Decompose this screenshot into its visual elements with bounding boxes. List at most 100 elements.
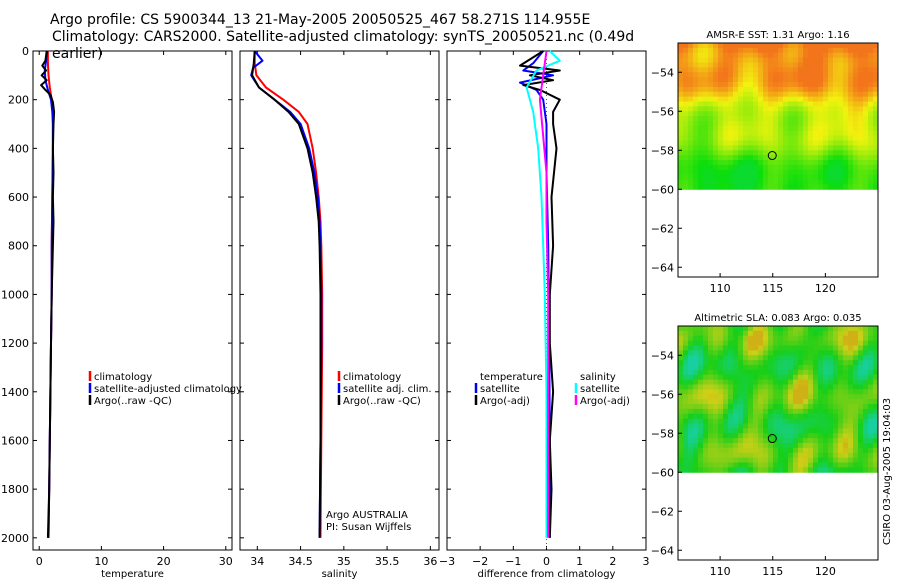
map-cell (818, 121, 824, 127)
map-cell (833, 82, 839, 88)
map-cell (723, 457, 729, 464)
map-cell (768, 452, 774, 459)
map-cell (768, 135, 774, 142)
map-cell (683, 169, 689, 176)
map-cell (683, 355, 689, 361)
map-cell (758, 413, 764, 420)
map-cell (818, 150, 824, 156)
map-cell (823, 423, 829, 429)
map-cell (688, 326, 694, 332)
title-line-2: Climatology: CARS2000. Satellite-adjuste… (52, 29, 635, 62)
map-cell (838, 462, 844, 468)
map-cell (788, 355, 794, 361)
map-cell (683, 462, 689, 468)
map-cell (818, 62, 824, 68)
map-cell (688, 350, 694, 356)
map-cell (768, 125, 774, 132)
map-cell (678, 423, 684, 429)
map-cell (748, 67, 754, 73)
map-cell (763, 150, 769, 156)
map-cell (713, 135, 719, 142)
map-cell (688, 125, 694, 132)
map-cell (743, 145, 749, 151)
map-cell (818, 433, 824, 439)
map-cell (838, 433, 844, 439)
map-cell (728, 82, 734, 88)
map-cell (873, 86, 879, 93)
map-cell (868, 428, 874, 434)
map-cell (843, 52, 849, 59)
map-cell (853, 62, 859, 68)
map-cell (843, 433, 849, 439)
map-cell (823, 384, 829, 390)
map-cell (803, 43, 809, 49)
map-cell (823, 164, 829, 171)
y-tick-label: −64 (651, 544, 674, 557)
map-cell (783, 72, 789, 78)
map-cell (768, 121, 774, 127)
map-cell (683, 140, 689, 146)
map-cell (688, 86, 694, 93)
map-cell (678, 462, 684, 468)
map-cell (858, 384, 864, 390)
map-cell (703, 47, 709, 54)
map-cell (843, 174, 849, 181)
map-cell (818, 452, 824, 459)
map-cell (828, 399, 834, 405)
map-cell (728, 91, 734, 98)
map-cell (703, 447, 709, 454)
map-cell (838, 350, 844, 356)
map-cell (733, 67, 739, 73)
series-line-salinity-argo-adj- (538, 50, 550, 538)
map-cell (833, 365, 839, 371)
map-cell (743, 82, 749, 88)
map-cell (788, 67, 794, 73)
map-cell (748, 72, 754, 78)
map-cell (793, 47, 799, 54)
map-cell (723, 91, 729, 98)
map-cell (803, 423, 809, 429)
map-cell (678, 91, 684, 98)
map-cell (783, 457, 789, 464)
map-cell (803, 360, 809, 366)
map-cell (863, 340, 869, 347)
map-cell (783, 184, 789, 190)
map-cell (678, 457, 684, 464)
map-cell (823, 140, 829, 146)
map-cell (768, 86, 774, 93)
map-cell (703, 408, 709, 415)
map-cell (763, 413, 769, 420)
map-cell (773, 77, 779, 83)
map-cell (853, 101, 859, 107)
map-cell (758, 438, 764, 444)
map-cell (828, 116, 834, 122)
map-cell (678, 330, 684, 337)
map-cell (783, 384, 789, 390)
map-cell (678, 413, 684, 420)
map-cell (693, 418, 699, 425)
map-cell (733, 130, 739, 137)
map-cell (743, 179, 749, 185)
map-cell (848, 101, 854, 107)
map-cell (743, 169, 749, 176)
map-cell (773, 86, 779, 93)
map-cell (708, 106, 714, 112)
map-cell (718, 404, 724, 410)
map-cell (803, 121, 809, 127)
map-cell (843, 340, 849, 347)
map-cell (713, 47, 719, 54)
map-cell (803, 155, 809, 161)
map-cell (853, 374, 859, 381)
map-cell (843, 399, 849, 405)
legend-label: satellite (580, 384, 620, 395)
x-tick-label: 20 (157, 555, 171, 568)
map-cell (798, 462, 804, 468)
map-cell (683, 408, 689, 415)
map-cell (688, 62, 694, 68)
map-cell (863, 384, 869, 390)
map-cell (768, 174, 774, 181)
map-cell (868, 150, 874, 156)
map-cell (683, 374, 689, 381)
map-cell (778, 72, 784, 78)
map-cell (728, 101, 734, 107)
